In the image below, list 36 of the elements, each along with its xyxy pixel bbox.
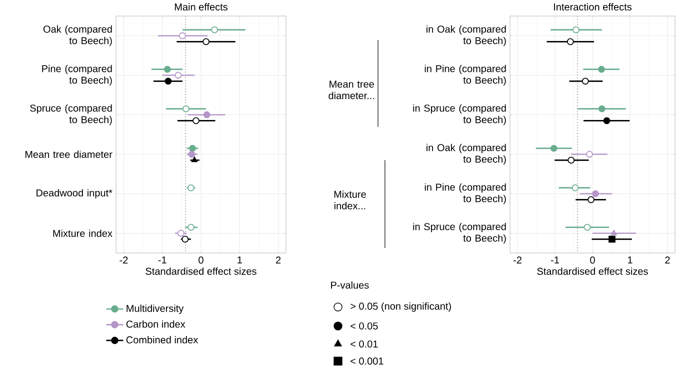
chart-title: Main effects bbox=[174, 3, 228, 10]
legend-label: Combined index bbox=[126, 336, 198, 344]
text: < 0.05 bbox=[350, 322, 378, 330]
y-tick-label: in Oak (compared to Beech) bbox=[426, 25, 506, 46]
text: Mixture index... bbox=[334, 190, 366, 210]
legend-label: Multidiversity bbox=[126, 304, 184, 314]
x-tick-label: 0 bbox=[198, 256, 204, 264]
y-tick-label: Oak (compared to Beech) bbox=[43, 25, 112, 46]
x-tick-label: -1 bbox=[550, 256, 559, 264]
y-tick-label: Mean tree diameter bbox=[25, 150, 112, 158]
x-tick-label: 0 bbox=[590, 256, 595, 264]
y-tick-label: in Pine (compared to Beech) bbox=[424, 64, 506, 86]
x-tick-label: -1 bbox=[158, 256, 166, 264]
y-tick-label: in Oak (compared to Beech) bbox=[426, 144, 506, 165]
x-axis-title: Standardised effect sizes bbox=[537, 267, 648, 275]
x-tick-label: -2 bbox=[120, 256, 128, 264]
y-tick-label: Spruce (compared to Beech) bbox=[30, 104, 112, 126]
y-tick-label: Mixture index bbox=[53, 230, 112, 237]
x-tick-label: 1 bbox=[628, 256, 632, 264]
text: > 0.05 (non significant) bbox=[350, 302, 451, 312]
y-tick-label: in Pine (compared to Beech) bbox=[424, 183, 506, 204]
text: Mean tree diameter... bbox=[328, 80, 374, 100]
y-tick-label: Pine (compared to Beech) bbox=[42, 64, 112, 86]
x-tick-label: -2 bbox=[513, 256, 522, 264]
legend-label: Carbon index bbox=[126, 320, 186, 328]
y-tick-label: in Spruce (compared to Beech) bbox=[413, 222, 506, 244]
x-tick-label: 2 bbox=[276, 256, 281, 264]
y-tick-label: Deadwood input* bbox=[36, 189, 112, 198]
chart-title: Interaction effects bbox=[554, 3, 632, 10]
x-axis-title: Standardised effect sizes bbox=[146, 267, 256, 275]
y-tick-label: in Spruce (compared to Beech) bbox=[413, 104, 506, 126]
text: P-values bbox=[331, 281, 369, 289]
x-tick-label: 1 bbox=[238, 256, 242, 264]
text: < 0.001 bbox=[350, 358, 384, 365]
text: < 0.01 bbox=[350, 340, 378, 348]
x-tick-label: 2 bbox=[665, 256, 670, 264]
